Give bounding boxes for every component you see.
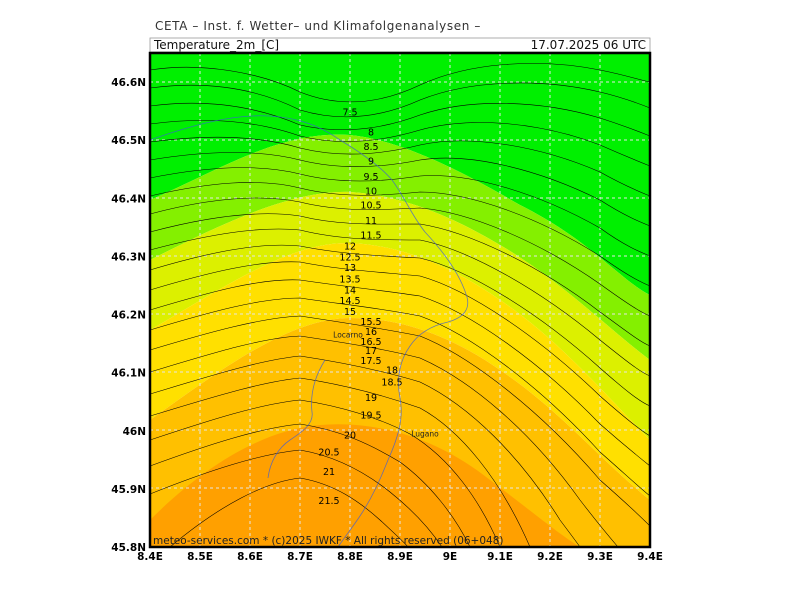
city-label: Locarno: [333, 330, 363, 339]
contour-label: 15: [344, 307, 356, 318]
lon-tick-label: 9.4E: [637, 551, 663, 563]
contour-label: 19.5: [360, 411, 381, 422]
variable-label: Temperature_2m_[C]: [153, 38, 279, 52]
contour-label: 21.5: [318, 496, 339, 507]
contour-label: 11: [365, 216, 377, 227]
map-frame: [148, 51, 652, 549]
lon-tick-label: 8.8E: [337, 551, 363, 563]
lon-tick-label: 8.9E: [387, 551, 413, 563]
band-mild: [150, 191, 650, 440]
latitude-axis: 46.6N 46.5N 46.4N 46.3N 46.2N 46.1N 46N 45.9N 45…: [111, 77, 146, 554]
contour-label: 10: [365, 186, 377, 197]
lon-tick-label: 8.6E: [237, 551, 263, 563]
contour-label: 9: [368, 157, 374, 168]
lon-tick-label: 8.4E: [137, 551, 163, 563]
contour-label: 16.5: [360, 337, 381, 348]
contour-label: 11.5: [360, 230, 381, 241]
band-cool: [150, 134, 650, 360]
contour-labels: 7.5 8 8.5 9 9.5 10 10.5 11 11.5 1212.51313.51414.…: [318, 107, 402, 507]
contour-label: 20: [344, 430, 356, 441]
lat-tick-label: 46.3N: [111, 251, 146, 263]
longitude-axis: 8.4E 8.5E 8.6E 8.7E 8.8E 8.9E 9E 9.1E 9.2E 9.3E 9.…: [137, 551, 663, 563]
contour-label: 8: [368, 128, 374, 139]
credit-text: meteo-services.com * (c)2025 IWKF * All …: [153, 535, 504, 547]
isotherms: [150, 63, 650, 547]
lat-tick-label: 46.5N: [111, 135, 146, 147]
contour-label: 16: [365, 327, 377, 338]
contour-label: 18.5: [381, 378, 402, 389]
lat-tick-label: 46.6N: [111, 77, 146, 89]
datetime-label: 17.07.2025 06 UTC: [531, 38, 646, 52]
contour-label: 8.5: [363, 142, 378, 153]
lon-tick-label: 9.2E: [537, 551, 563, 563]
lon-tick-label: 8.5E: [187, 551, 213, 563]
lat-tick-label: 46.4N: [111, 193, 146, 205]
lon-tick-label: 9E: [443, 551, 457, 563]
contour-label: 17: [365, 346, 377, 357]
contour-label: 21: [323, 467, 335, 478]
lat-tick-label: 46.2N: [111, 310, 146, 322]
lon-tick-label: 8.7E: [287, 551, 313, 563]
contour-label: 12: [344, 242, 356, 253]
lat-tick-label: 45.9N: [111, 484, 146, 496]
band-hot: [150, 424, 580, 547]
contour-label: 13.5: [339, 275, 360, 286]
contour-label: 9.5: [363, 172, 378, 183]
contour-label: 15.5: [360, 317, 381, 328]
contour-label: 17.5: [360, 356, 381, 367]
header-title: CETA – Inst. f. Wetter– und Klimafolgena…: [155, 19, 481, 33]
band-cold: [150, 53, 650, 295]
city-labels: Locarno Lugano: [333, 330, 439, 438]
contour-label: 13: [344, 263, 356, 274]
contour-label: 12.5: [339, 253, 360, 264]
lat-tick-label: 46.1N: [111, 368, 146, 380]
contour-label: 14: [344, 286, 356, 297]
contour-label: 20.5: [318, 447, 339, 458]
contour-label: 14.5: [339, 296, 360, 307]
contour-label: 7.5: [342, 107, 357, 118]
lat-tick-label: 45.8N: [111, 542, 146, 554]
city-label: Lugano: [411, 430, 439, 439]
contour-label: 18: [386, 365, 398, 376]
lat-tick-label: 46N: [123, 426, 146, 438]
map-area: [150, 53, 650, 547]
contour-label: 10.5: [360, 200, 381, 211]
lon-tick-label: 9.1E: [487, 551, 513, 563]
contour-label: 19: [365, 393, 377, 404]
border-lines: [150, 115, 469, 547]
band-warm: [150, 242, 650, 500]
lon-tick-label: 9.3E: [587, 551, 613, 563]
